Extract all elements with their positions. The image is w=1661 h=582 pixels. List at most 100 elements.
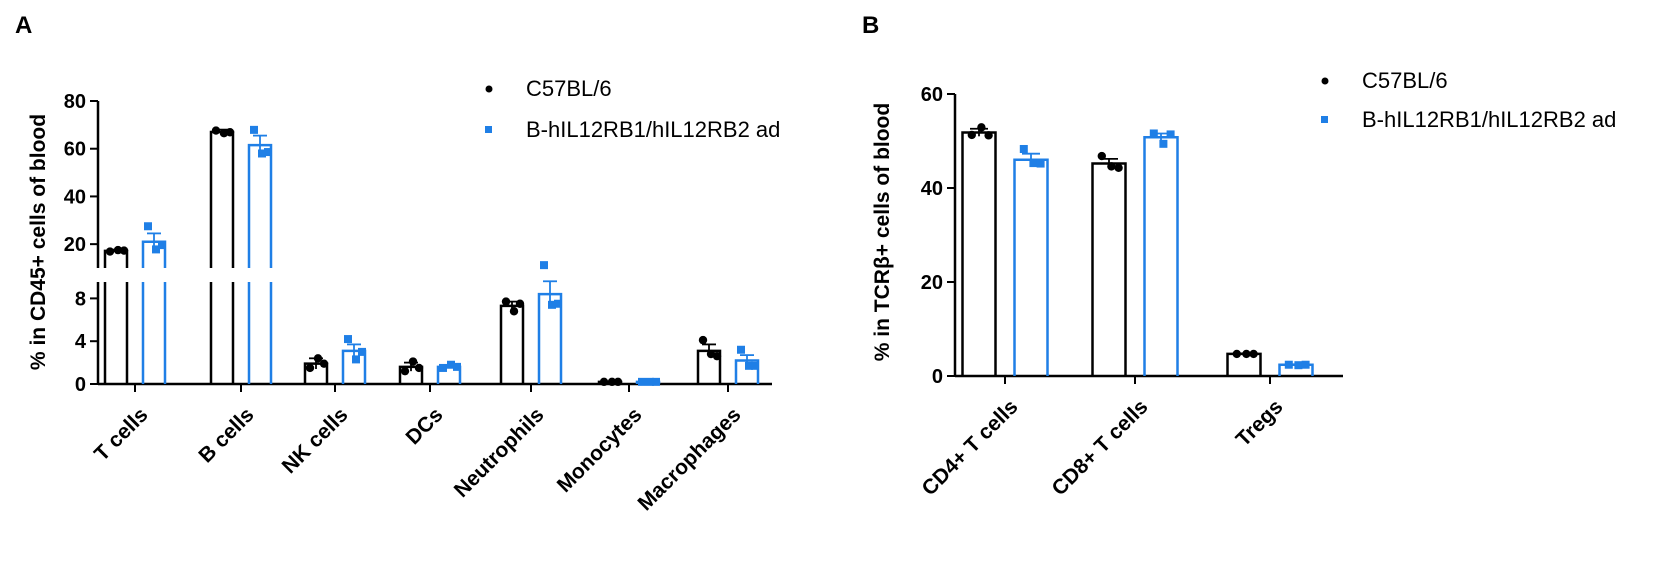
data-point [1149,129,1158,138]
y-tick-label: 0 [75,374,86,396]
data-point [1242,349,1251,359]
data-point [344,335,352,344]
legend-label: B-hIL12RB1/hIL12RB2 ad [526,117,781,142]
bar-group [1013,144,1049,376]
data-point [638,377,646,386]
data-point [1029,159,1038,168]
data-point [144,222,152,231]
bar-group [398,357,424,384]
y-tick-label: 20 [921,272,943,294]
data-point [264,148,272,157]
data-point [113,245,123,255]
bar-group [635,377,661,386]
x-tick-label: CD8+ T cells [1048,395,1153,500]
legend-marker-circle-icon [1321,77,1329,85]
y-tick-label: 8 [75,288,86,310]
bar [1013,158,1049,376]
legend-panel-a: C57BL/6 B-hIL12RB1/hIL12RB2 ad [484,76,844,156]
bar-group [209,126,235,384]
bar-group [1091,151,1127,376]
legend-label: C57BL/6 [526,76,612,101]
data-point [119,246,129,255]
data-point [751,361,759,370]
data-point [1284,360,1293,369]
x-tick-label: DCs [402,403,448,449]
data-point [158,241,166,250]
data-point [1232,349,1242,359]
bar-group [1143,129,1179,376]
data-point [737,345,745,354]
data-point [313,354,323,363]
data-point [712,351,722,361]
legend-marker-circle-icon [485,85,493,93]
data-point [352,355,360,364]
bar-group [341,335,367,384]
data-point [358,347,366,356]
x-tick-label: B cells [194,403,258,467]
data-point [453,362,461,371]
y-tick-label: 60 [921,84,943,106]
data-point [515,299,525,308]
legend-label: C57BL/6 [1362,68,1448,93]
y-tick-label: 4 [75,331,87,353]
data-point [1159,139,1168,148]
bar-group [597,377,623,387]
legend-marker-square-icon [1321,116,1328,123]
x-tick-label: Macrophages [634,403,746,515]
data-point [652,377,660,386]
bar-group [1226,349,1262,376]
data-point [1301,360,1310,369]
x-tick-label: Tregs [1232,395,1288,451]
data-point [599,377,609,387]
bar [209,130,235,384]
bar [499,304,525,384]
data-point [305,363,315,373]
panel-letter-a: A [15,12,33,39]
data-point [447,360,455,369]
data-point [258,149,266,158]
y-tick-label: 60 [64,139,86,161]
y-tick-label: 40 [64,186,86,208]
x-tick-label: T cells [90,403,152,465]
bar-group [499,297,525,384]
x-tick-label: CD4+ T cells [918,395,1023,500]
data-point [1107,162,1116,171]
bar-group [1278,360,1314,376]
data-point [105,247,115,256]
data-point [250,125,258,134]
data-point [984,131,993,140]
data-point [540,261,548,270]
data-point [1114,163,1123,172]
data-point [1097,151,1107,161]
data-point [967,130,976,140]
data-point [1294,361,1303,370]
panel-letter-b: B [862,12,880,39]
bar [961,131,997,376]
bar-group [141,222,167,384]
data-point [607,377,617,387]
data-point [400,366,410,376]
bar-group [734,345,760,384]
legend-panel-b: C57BL/6 B-hIL12RB1/hIL12RB2 ad [1320,68,1650,148]
y-tick-label: 20 [64,234,86,256]
chart-a: 20 40 60 80 0 4 8 % in CD45+ cells of blood T ce… [27,91,772,515]
data-point [1019,144,1028,153]
legend-marker-square-icon [485,126,492,133]
y-tick-label: 0 [932,366,943,388]
bar [141,240,167,384]
data-point [548,300,556,309]
data-point [698,335,708,345]
data-point [977,123,986,132]
data-point [319,359,329,368]
bar [247,143,273,384]
data-point [225,128,235,137]
y-tick-label: 40 [921,178,943,200]
data-point [152,245,160,254]
bar-group [436,360,462,384]
bar-group [537,261,563,384]
bar-group [696,335,722,384]
data-point [745,361,753,370]
bar-group [247,125,273,384]
x-tick-label: Neutrophils [450,403,549,502]
